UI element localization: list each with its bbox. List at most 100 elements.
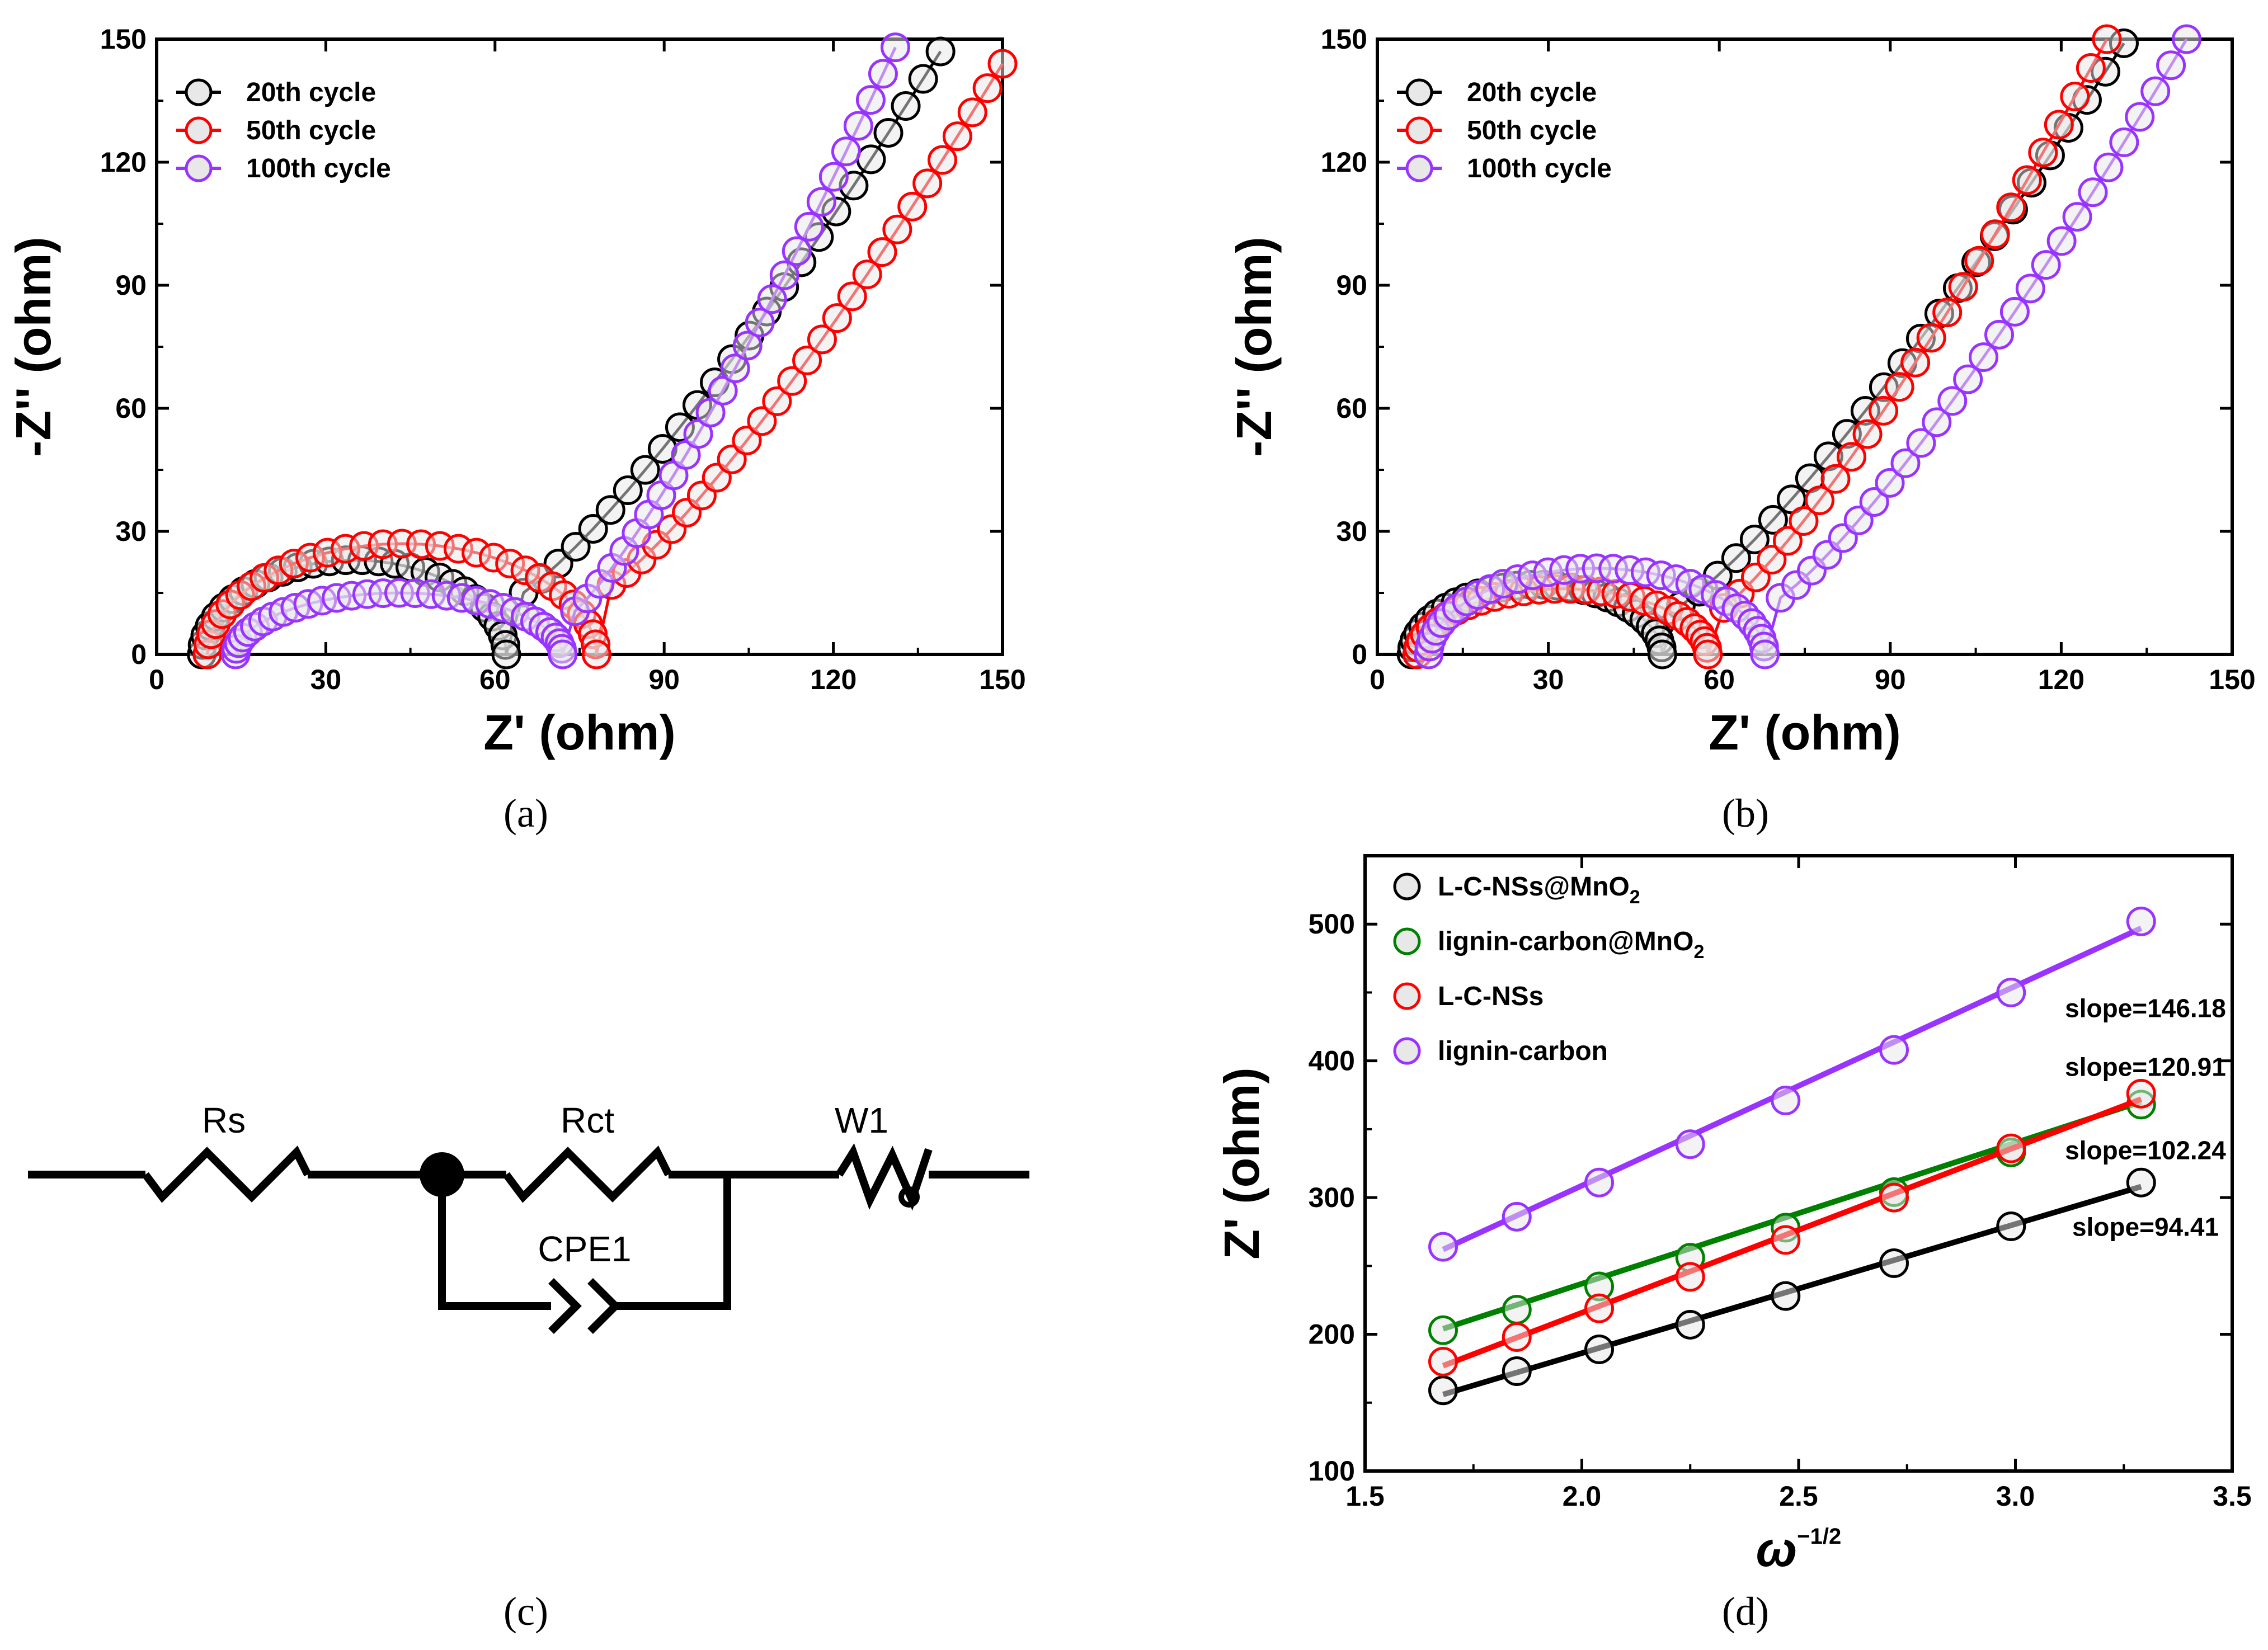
data-point bbox=[732, 331, 763, 361]
legend-marker bbox=[1405, 78, 1433, 106]
y-tick-label: 60 bbox=[1336, 393, 1367, 424]
data-point bbox=[1584, 1293, 1614, 1323]
data-point bbox=[1771, 1086, 1801, 1116]
x-tick-label: 2.0 bbox=[1563, 1481, 1602, 1512]
data-point bbox=[1428, 1375, 1458, 1406]
data-point bbox=[1984, 319, 2014, 350]
data-point bbox=[1789, 506, 1819, 536]
data-point bbox=[1750, 639, 1780, 670]
x-tick-label: 30 bbox=[310, 664, 342, 695]
x-tick-label: 1.5 bbox=[1345, 1481, 1385, 1512]
y-tick-label: 300 bbox=[1309, 1182, 1355, 1213]
legend-marker bbox=[185, 78, 213, 106]
legend-marker bbox=[1393, 927, 1421, 955]
data-point bbox=[831, 136, 861, 167]
data-point bbox=[491, 639, 521, 670]
data-point bbox=[1937, 386, 1968, 416]
data-point bbox=[1996, 192, 2026, 223]
y-tick-label: 100 bbox=[1309, 1455, 1355, 1487]
legend-label: L-C-NSs bbox=[1438, 982, 1544, 1011]
data-point bbox=[1502, 1356, 1532, 1387]
data-point bbox=[1584, 1334, 1614, 1364]
data-point bbox=[2126, 906, 2156, 936]
data-point bbox=[1757, 545, 1787, 575]
data-point bbox=[837, 281, 867, 312]
data-point bbox=[855, 85, 886, 115]
circuit-cpe-branch bbox=[438, 1175, 551, 1310]
data-point bbox=[1693, 639, 1723, 670]
data-point bbox=[578, 513, 608, 544]
data-point bbox=[2078, 177, 2108, 208]
legend-marker bbox=[185, 154, 213, 182]
x-tick-label: 150 bbox=[979, 664, 1025, 695]
legend-label-sub: 2 bbox=[1693, 941, 1704, 963]
data-point bbox=[695, 398, 726, 428]
data-point bbox=[1739, 524, 1770, 554]
x-tick-label: 3.5 bbox=[2213, 1481, 2252, 1512]
data-point bbox=[1879, 1035, 1909, 1065]
data-point bbox=[806, 187, 836, 217]
data-point bbox=[1906, 428, 1936, 458]
data-point bbox=[769, 260, 799, 290]
data-point bbox=[1820, 464, 1851, 494]
data-point bbox=[1875, 468, 1905, 498]
label-cpe1: CPE1 bbox=[538, 1229, 631, 1269]
data-point bbox=[1502, 1322, 1532, 1352]
slope-annotation: slope=102.24 bbox=[2065, 1136, 2226, 1165]
data-point bbox=[925, 36, 956, 67]
data-point bbox=[1771, 1225, 1801, 1255]
data-point bbox=[873, 117, 904, 148]
data-point bbox=[794, 211, 824, 242]
data-point bbox=[2028, 138, 2058, 168]
label-w1: W1 bbox=[835, 1100, 888, 1140]
y-axis-label: -Z'' (ohm) bbox=[1226, 237, 1282, 457]
slope-annotation: slope=94.41 bbox=[2072, 1213, 2219, 1242]
data-point bbox=[2126, 1167, 2156, 1198]
data-point bbox=[1922, 407, 1952, 437]
data-point bbox=[880, 32, 910, 63]
resistor-rs bbox=[142, 1145, 312, 1203]
x-tick-label: 0 bbox=[1370, 664, 1385, 695]
data-point bbox=[1948, 272, 1978, 302]
y-tick-label: 30 bbox=[115, 516, 147, 547]
y-tick-label: 0 bbox=[1352, 639, 1367, 670]
data-point bbox=[972, 73, 1003, 103]
data-point bbox=[708, 375, 738, 406]
data-point bbox=[868, 59, 898, 89]
data-point bbox=[2046, 226, 2077, 256]
data-point bbox=[856, 144, 886, 175]
x-tick-label: 90 bbox=[1875, 664, 1906, 695]
data-point bbox=[732, 425, 762, 455]
data-point bbox=[1721, 543, 1751, 573]
data-point bbox=[1837, 442, 1867, 472]
data-point bbox=[843, 111, 873, 141]
data-point bbox=[1953, 364, 1983, 394]
data-point bbox=[1900, 347, 1931, 378]
data-point bbox=[762, 386, 792, 416]
data-point bbox=[747, 406, 777, 436]
y-tick-label: 150 bbox=[1321, 23, 1367, 55]
data-point bbox=[1916, 323, 1946, 353]
y-axis-label: -Z'' (ohm) bbox=[6, 237, 61, 457]
equivalent-circuit bbox=[28, 1143, 1029, 1334]
panel-label-b: (b) bbox=[1722, 791, 1769, 836]
x-tick-label: 120 bbox=[810, 664, 857, 695]
y-axis-label: Z' (ohm) bbox=[1214, 1067, 1269, 1260]
x-axis-label: ω−1/2 bbox=[1756, 1521, 1841, 1577]
y-tick-label: 90 bbox=[1336, 270, 1367, 301]
legend-label: lignin-carbon bbox=[1438, 1036, 1608, 1066]
data-point bbox=[891, 91, 921, 121]
data-point bbox=[2172, 24, 2202, 54]
legend-marker bbox=[1393, 873, 1421, 901]
data-point bbox=[777, 366, 807, 396]
y-tick-label: 0 bbox=[131, 639, 147, 670]
legend-marker bbox=[1405, 116, 1433, 144]
data-point bbox=[908, 64, 938, 94]
x-axis-label: Z' (ohm) bbox=[1709, 705, 1901, 760]
y-tick-label: 150 bbox=[100, 23, 147, 55]
data-point bbox=[2093, 152, 2124, 182]
y-tick-label: 400 bbox=[1309, 1045, 1355, 1077]
data-point bbox=[2060, 81, 2090, 111]
